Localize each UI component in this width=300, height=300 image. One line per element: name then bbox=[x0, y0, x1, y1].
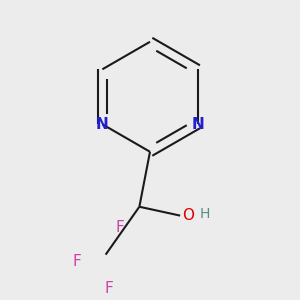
Text: H: H bbox=[200, 207, 210, 221]
Text: F: F bbox=[105, 281, 114, 296]
Text: N: N bbox=[96, 117, 109, 132]
Text: F: F bbox=[72, 254, 81, 269]
Text: O: O bbox=[182, 208, 194, 223]
Text: N: N bbox=[191, 117, 204, 132]
Text: F: F bbox=[116, 220, 124, 235]
